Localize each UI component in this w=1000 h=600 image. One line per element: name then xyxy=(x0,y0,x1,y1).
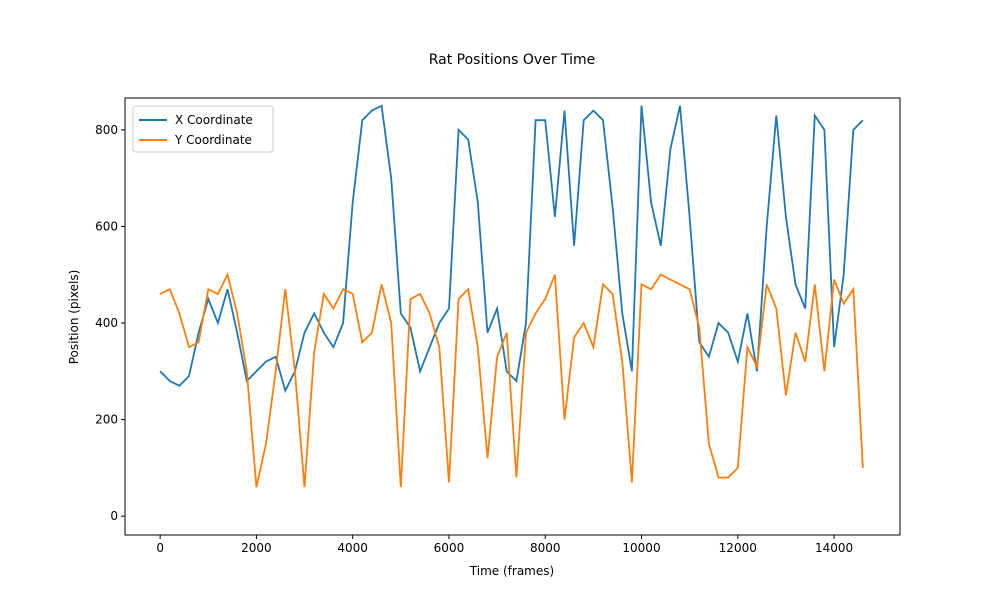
x-tick-label: 8000 xyxy=(530,541,561,555)
x-tick-label: 6000 xyxy=(434,541,465,555)
x-axis-label: Time (frames) xyxy=(469,564,554,578)
y-tick-label: 200 xyxy=(95,413,118,427)
legend-box xyxy=(132,105,274,153)
y-tick-label: 0 xyxy=(110,509,118,523)
x-tick-label: 10000 xyxy=(622,541,660,555)
x-tick-label: 4000 xyxy=(337,541,368,555)
y-tick-label: 400 xyxy=(95,316,118,330)
y-tick-label: 800 xyxy=(95,123,118,137)
y-axis-label: Position (pixels) xyxy=(67,270,81,365)
x-tick-label: 0 xyxy=(156,541,164,555)
y-tick-label: 600 xyxy=(95,219,118,233)
x-tick-label: 2000 xyxy=(241,541,272,555)
data-line xyxy=(159,272,864,488)
x-tick-label: 14000 xyxy=(815,541,853,555)
legend-label: X Coordinate xyxy=(175,113,253,127)
plot-frame xyxy=(124,97,901,536)
chart-title: Rat Positions Over Time xyxy=(429,52,596,68)
legend-label: Y Coordinate xyxy=(174,133,252,147)
x-tick-label: 12000 xyxy=(719,541,757,555)
